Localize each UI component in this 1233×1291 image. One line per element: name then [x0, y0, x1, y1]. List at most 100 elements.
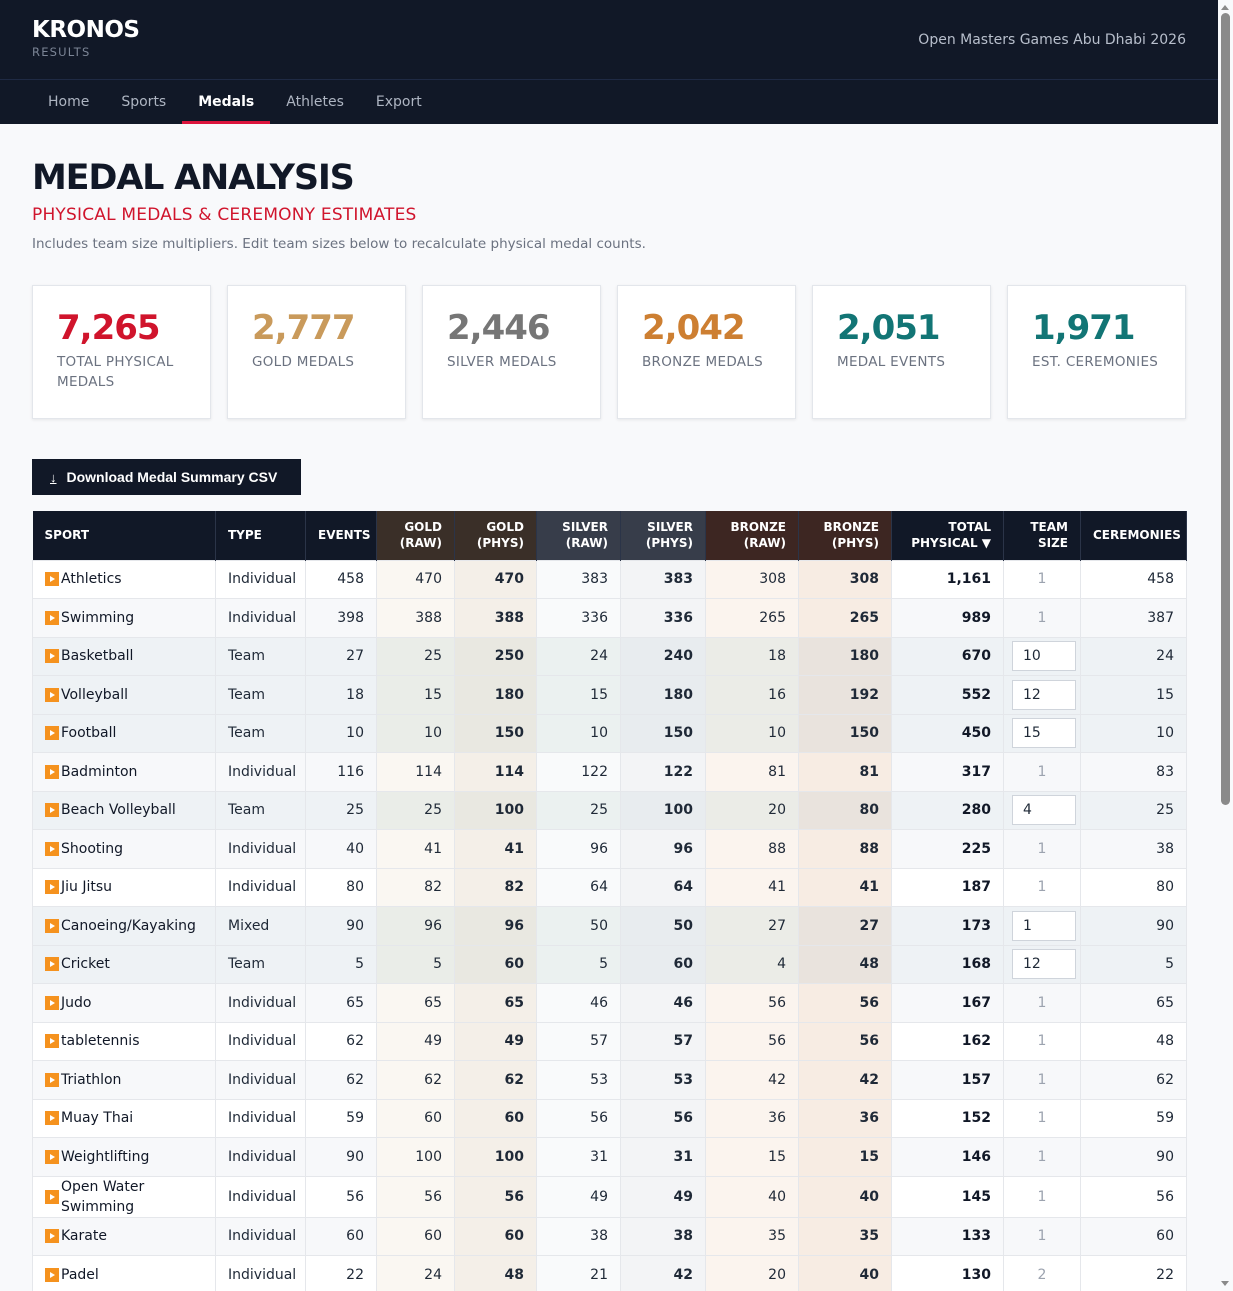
table-row[interactable]: FootballTeam1010150101501015045010: [32, 713, 1187, 753]
table-row[interactable]: Padel Individual 22 24 48 21 42 20 40 130 2 22: [32, 1255, 1187, 1291]
cell-team-size[interactable]: [1003, 944, 1081, 984]
sport-link[interactable]: Beach Volleyball: [45, 800, 203, 820]
download-csv-button[interactable]: ↓ Download Medal Summary CSV: [32, 459, 301, 495]
col-header-events[interactable]: EVENTS: [305, 511, 377, 560]
sport-link[interactable]: Swimming: [45, 608, 203, 628]
cell-team-size[interactable]: [1003, 713, 1081, 753]
cell-sport[interactable]: Padel: [32, 1255, 216, 1291]
cell-sport[interactable]: Athletics: [32, 559, 216, 599]
cell-sport[interactable]: Badminton: [32, 752, 216, 792]
team-size-input[interactable]: [1012, 718, 1076, 749]
sport-link[interactable]: Judo: [45, 993, 203, 1013]
col-header-sport[interactable]: SPORT: [32, 511, 216, 560]
cell-sport[interactable]: Jiu Jitsu: [32, 867, 216, 907]
expand-play-icon[interactable]: [45, 1072, 59, 1087]
table-row[interactable]: VolleyballTeam1815180151801619255215: [32, 675, 1187, 715]
cell-team-size[interactable]: [1003, 906, 1081, 946]
expand-play-icon[interactable]: [45, 1111, 59, 1126]
table-row[interactable]: Shooting Individual 40 41 41 96 96 88 88 225 1 38: [32, 829, 1187, 869]
sport-link[interactable]: Muay Thai: [45, 1108, 203, 1128]
expand-play-icon[interactable]: [45, 995, 59, 1010]
col-header-silver-raw[interactable]: SILVER (RAW): [536, 511, 621, 560]
expand-play-icon[interactable]: [45, 726, 59, 741]
col-header-ceremonies[interactable]: CEREMONIES: [1080, 511, 1187, 560]
scroll-up-arrow-icon[interactable]: [1221, 5, 1229, 10]
nav-sports[interactable]: Sports: [121, 94, 167, 110]
sport-link[interactable]: Open Water Swimming: [45, 1177, 203, 1217]
cell-sport[interactable]: Basketball: [32, 636, 216, 676]
expand-play-icon[interactable]: [45, 1034, 59, 1049]
cell-sport[interactable]: Football: [32, 713, 216, 753]
expand-play-icon[interactable]: [45, 687, 59, 702]
sport-link[interactable]: tabletennis: [45, 1031, 203, 1051]
expand-play-icon[interactable]: [45, 572, 59, 587]
expand-play-icon[interactable]: [45, 1189, 59, 1204]
col-header-bronze-phys[interactable]: BRONZE (PHYS): [798, 511, 892, 560]
cell-sport[interactable]: Open Water Swimming: [32, 1175, 216, 1218]
vertical-scrollbar[interactable]: [1218, 0, 1233, 1291]
col-header-total-physical[interactable]: TOTAL PHYSICAL ▼: [891, 511, 1004, 560]
sport-link[interactable]: Athletics: [45, 569, 203, 589]
scroll-down-arrow-icon[interactable]: [1221, 1281, 1229, 1286]
sport-link[interactable]: Badminton: [45, 762, 203, 782]
col-header-gold-raw[interactable]: GOLD (RAW): [376, 511, 455, 560]
table-row[interactable]: Canoeing/KayakingMixed909696505027271739…: [32, 906, 1187, 946]
expand-play-icon[interactable]: [45, 803, 59, 818]
cell-sport[interactable]: Muay Thai: [32, 1098, 216, 1138]
nav-athletes[interactable]: Athletes: [286, 94, 344, 110]
sport-link[interactable]: Jiu Jitsu: [45, 877, 203, 897]
cell-sport[interactable]: Judo: [32, 983, 216, 1023]
nav-medals[interactable]: Medals: [182, 80, 271, 124]
table-row[interactable]: Triathlon Individual 62 62 62 53 53 42 42 157 1 62: [32, 1060, 1187, 1100]
table-row[interactable]: Badminton Individual 116 114 114 122 122 81 81 31…: [32, 752, 1187, 792]
cell-team-size[interactable]: [1003, 636, 1081, 676]
col-header-silver-phys[interactable]: SILVER (PHYS): [620, 511, 706, 560]
table-row[interactable]: Muay Thai Individual 59 60 60 56 56 36 36 152 1 59: [32, 1098, 1187, 1138]
cell-sport[interactable]: Weightlifting: [32, 1137, 216, 1177]
cell-sport[interactable]: tabletennis: [32, 1021, 216, 1061]
cell-team-size[interactable]: [1003, 790, 1081, 830]
col-header-bronze-raw[interactable]: BRONZE (RAW): [705, 511, 799, 560]
cell-sport[interactable]: Volleyball: [32, 675, 216, 715]
sport-link[interactable]: Padel: [45, 1265, 203, 1285]
cell-sport[interactable]: Triathlon: [32, 1060, 216, 1100]
expand-play-icon[interactable]: [45, 764, 59, 779]
sport-link[interactable]: Canoeing/Kayaking: [45, 916, 203, 936]
col-header-team-size[interactable]: TEAM SIZE: [1003, 511, 1081, 560]
sport-link[interactable]: Triathlon: [45, 1070, 203, 1090]
cell-sport[interactable]: Karate: [32, 1216, 216, 1256]
team-size-input[interactable]: [1012, 910, 1076, 941]
team-size-input[interactable]: [1012, 679, 1076, 710]
sport-link[interactable]: Football: [45, 723, 203, 743]
expand-play-icon[interactable]: [45, 918, 59, 933]
sport-link[interactable]: Karate: [45, 1226, 203, 1246]
sport-link[interactable]: Volleyball: [45, 685, 203, 705]
table-row[interactable]: Karate Individual 60 60 60 38 38 35 35 133 1 60: [32, 1216, 1187, 1256]
cell-sport[interactable]: Canoeing/Kayaking: [32, 906, 216, 946]
table-row[interactable]: tabletennis Individual 62 49 49 57 57 56 56 162 1 4…: [32, 1021, 1187, 1061]
cell-sport[interactable]: Shooting: [32, 829, 216, 869]
expand-play-icon[interactable]: [45, 1149, 59, 1164]
sport-link[interactable]: Shooting: [45, 839, 203, 859]
table-row[interactable]: Open Water Swimming Individual 56 56 56 49 49 4…: [32, 1175, 1187, 1218]
team-size-input[interactable]: [1012, 949, 1076, 980]
expand-play-icon[interactable]: [45, 880, 59, 895]
cell-sport[interactable]: Swimming: [32, 598, 216, 638]
cell-sport[interactable]: Beach Volleyball: [32, 790, 216, 830]
table-row[interactable]: Weightlifting Individual 90 100 100 31 31 15 15 1…: [32, 1137, 1187, 1177]
col-header-type[interactable]: TYPE: [215, 511, 306, 560]
expand-play-icon[interactable]: [45, 1267, 59, 1282]
table-row[interactable]: Athletics Individual 458 470 470 383 383 308 308…: [32, 559, 1187, 599]
sport-link[interactable]: Weightlifting: [45, 1147, 203, 1167]
table-row[interactable]: BasketballTeam2725250242401818067024: [32, 636, 1187, 676]
col-header-gold-phys[interactable]: GOLD (PHYS): [454, 511, 537, 560]
expand-play-icon[interactable]: [45, 610, 59, 625]
team-size-input[interactable]: [1012, 795, 1076, 826]
team-size-input[interactable]: [1012, 641, 1076, 672]
expand-play-icon[interactable]: [45, 649, 59, 664]
table-row[interactable]: CricketTeam55605604481685: [32, 944, 1187, 984]
expand-play-icon[interactable]: [45, 1229, 59, 1244]
scroll-thumb[interactable]: [1221, 13, 1230, 805]
cell-team-size[interactable]: [1003, 675, 1081, 715]
table-row[interactable]: Swimming Individual 398 388 388 336 336 265 265 9…: [32, 598, 1187, 638]
